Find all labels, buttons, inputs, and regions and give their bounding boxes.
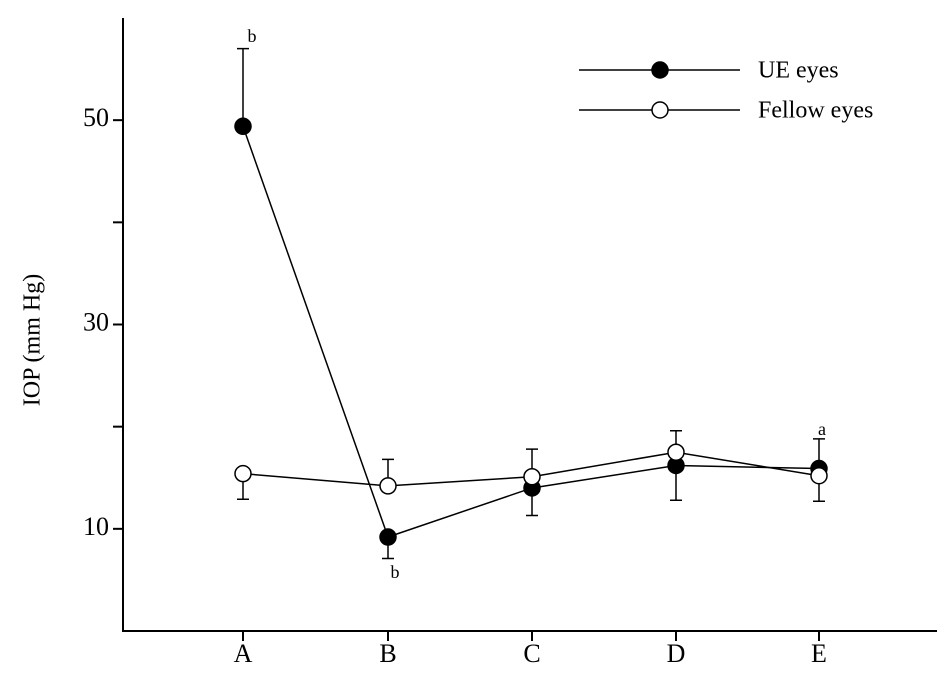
x-tick-label: A	[234, 639, 253, 668]
error-bar	[237, 47, 249, 127]
x-tick-label: B	[379, 639, 396, 668]
marker	[379, 528, 397, 546]
legend-marker	[651, 61, 669, 79]
legend-label: Fellow eyes	[758, 98, 873, 124]
y-tick-label: 50	[83, 103, 109, 132]
annotation: b	[248, 26, 257, 46]
legend-marker	[651, 101, 669, 119]
marker	[234, 464, 252, 483]
x-tick-label: C	[523, 639, 540, 668]
annotation: a	[818, 419, 826, 439]
legend-label: UE eyes	[758, 58, 839, 84]
annotation: b	[391, 562, 400, 582]
marker	[810, 466, 828, 485]
y-tick-label: 10	[83, 512, 109, 541]
x-tick-label: D	[667, 639, 686, 668]
y-tick-label: 30	[83, 307, 109, 336]
y-axis-label: IOP (mm Hg)	[20, 274, 46, 406]
x-tick-label: E	[811, 639, 827, 668]
marker	[379, 477, 397, 495]
marker	[523, 467, 541, 486]
marker	[667, 443, 685, 461]
marker	[234, 117, 252, 136]
